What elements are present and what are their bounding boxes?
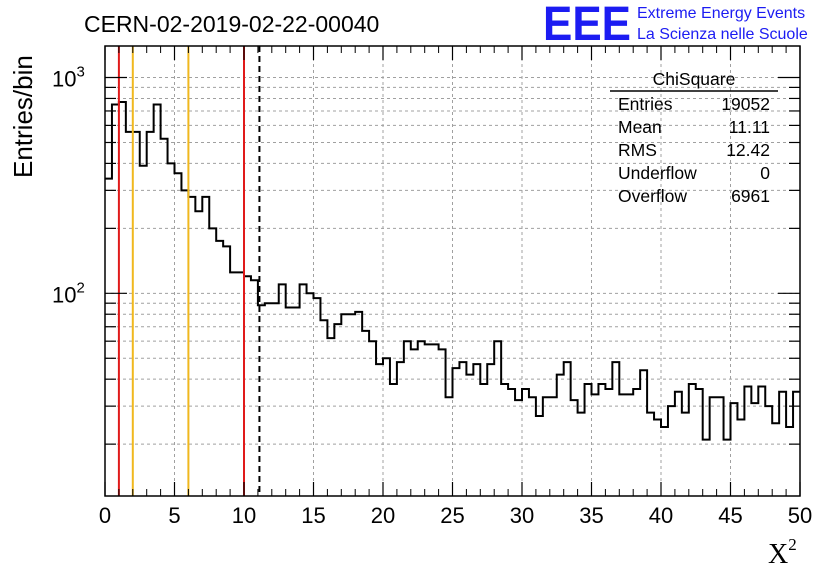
chart-title: CERN-02-2019-02-22-00040 bbox=[84, 11, 379, 37]
x-tick-label: 50 bbox=[788, 503, 812, 528]
vertical-marker-lines bbox=[117, 46, 261, 496]
grid-lines bbox=[105, 46, 800, 496]
stats-box: ChiSquare Entries 19052 Mean 11.11 RMS 12.42 U… bbox=[610, 69, 778, 206]
y-axis-label: Entries/bin bbox=[8, 55, 38, 178]
stats-row-label: Mean bbox=[618, 117, 662, 137]
x-tick-label: 35 bbox=[579, 503, 603, 528]
eee-logo-mark: EEE bbox=[543, 0, 631, 51]
x-tick-label: 0 bbox=[99, 503, 111, 528]
x-tick-label: 45 bbox=[718, 503, 742, 528]
stats-row-value: 19052 bbox=[721, 94, 770, 114]
x-tick-label: 30 bbox=[510, 503, 534, 528]
y-tick-label-exponent: 3 bbox=[76, 64, 84, 81]
stats-rows: Entries 19052 Mean 11.11 RMS 12.42 Underflow 0 O… bbox=[618, 94, 770, 206]
x-axis-label-symbol: X bbox=[768, 539, 788, 570]
y-tick-label: 103 bbox=[52, 64, 85, 92]
y-tick-label-base: 10 bbox=[52, 67, 76, 92]
logo-line-2: La Scienza nelle Scuole bbox=[637, 26, 808, 43]
x-tick-label: 40 bbox=[649, 503, 673, 528]
y-tick-label: 102 bbox=[52, 279, 85, 307]
x-tick-labels: 0 5 10 15 20 25 30 35 40 45 50 bbox=[99, 503, 812, 528]
x-tick-label: 5 bbox=[168, 503, 180, 528]
x-tick-label: 15 bbox=[301, 503, 325, 528]
stats-row-value: 12.42 bbox=[726, 140, 770, 160]
x-axis-label: X2 bbox=[768, 535, 797, 570]
stats-row-label: Entries bbox=[618, 94, 673, 114]
y-tick-label-base: 10 bbox=[52, 282, 76, 307]
histogram-line bbox=[105, 101, 800, 441]
stats-title: ChiSquare bbox=[653, 69, 736, 89]
stats-row-label: Overflow bbox=[618, 186, 687, 206]
logo-line-1: Extreme Energy Events bbox=[637, 5, 805, 22]
eee-logo: EEE Extreme Energy Events La Scienza nel… bbox=[543, 0, 808, 51]
x-tick-label: 25 bbox=[440, 503, 464, 528]
stats-row-value: 11.11 bbox=[729, 117, 770, 137]
x-tick-label: 20 bbox=[371, 503, 395, 528]
x-tick-label: 10 bbox=[232, 503, 256, 528]
stats-row-value: 0 bbox=[760, 163, 770, 183]
x-axis-label-superscript: 2 bbox=[788, 535, 797, 554]
stats-row-label: RMS bbox=[618, 140, 657, 160]
axis-ticks bbox=[104, 46, 801, 496]
stats-row-value: 6961 bbox=[731, 186, 770, 206]
y-tick-label-exponent: 2 bbox=[76, 279, 84, 296]
stats-row-label: Underflow bbox=[618, 163, 697, 183]
